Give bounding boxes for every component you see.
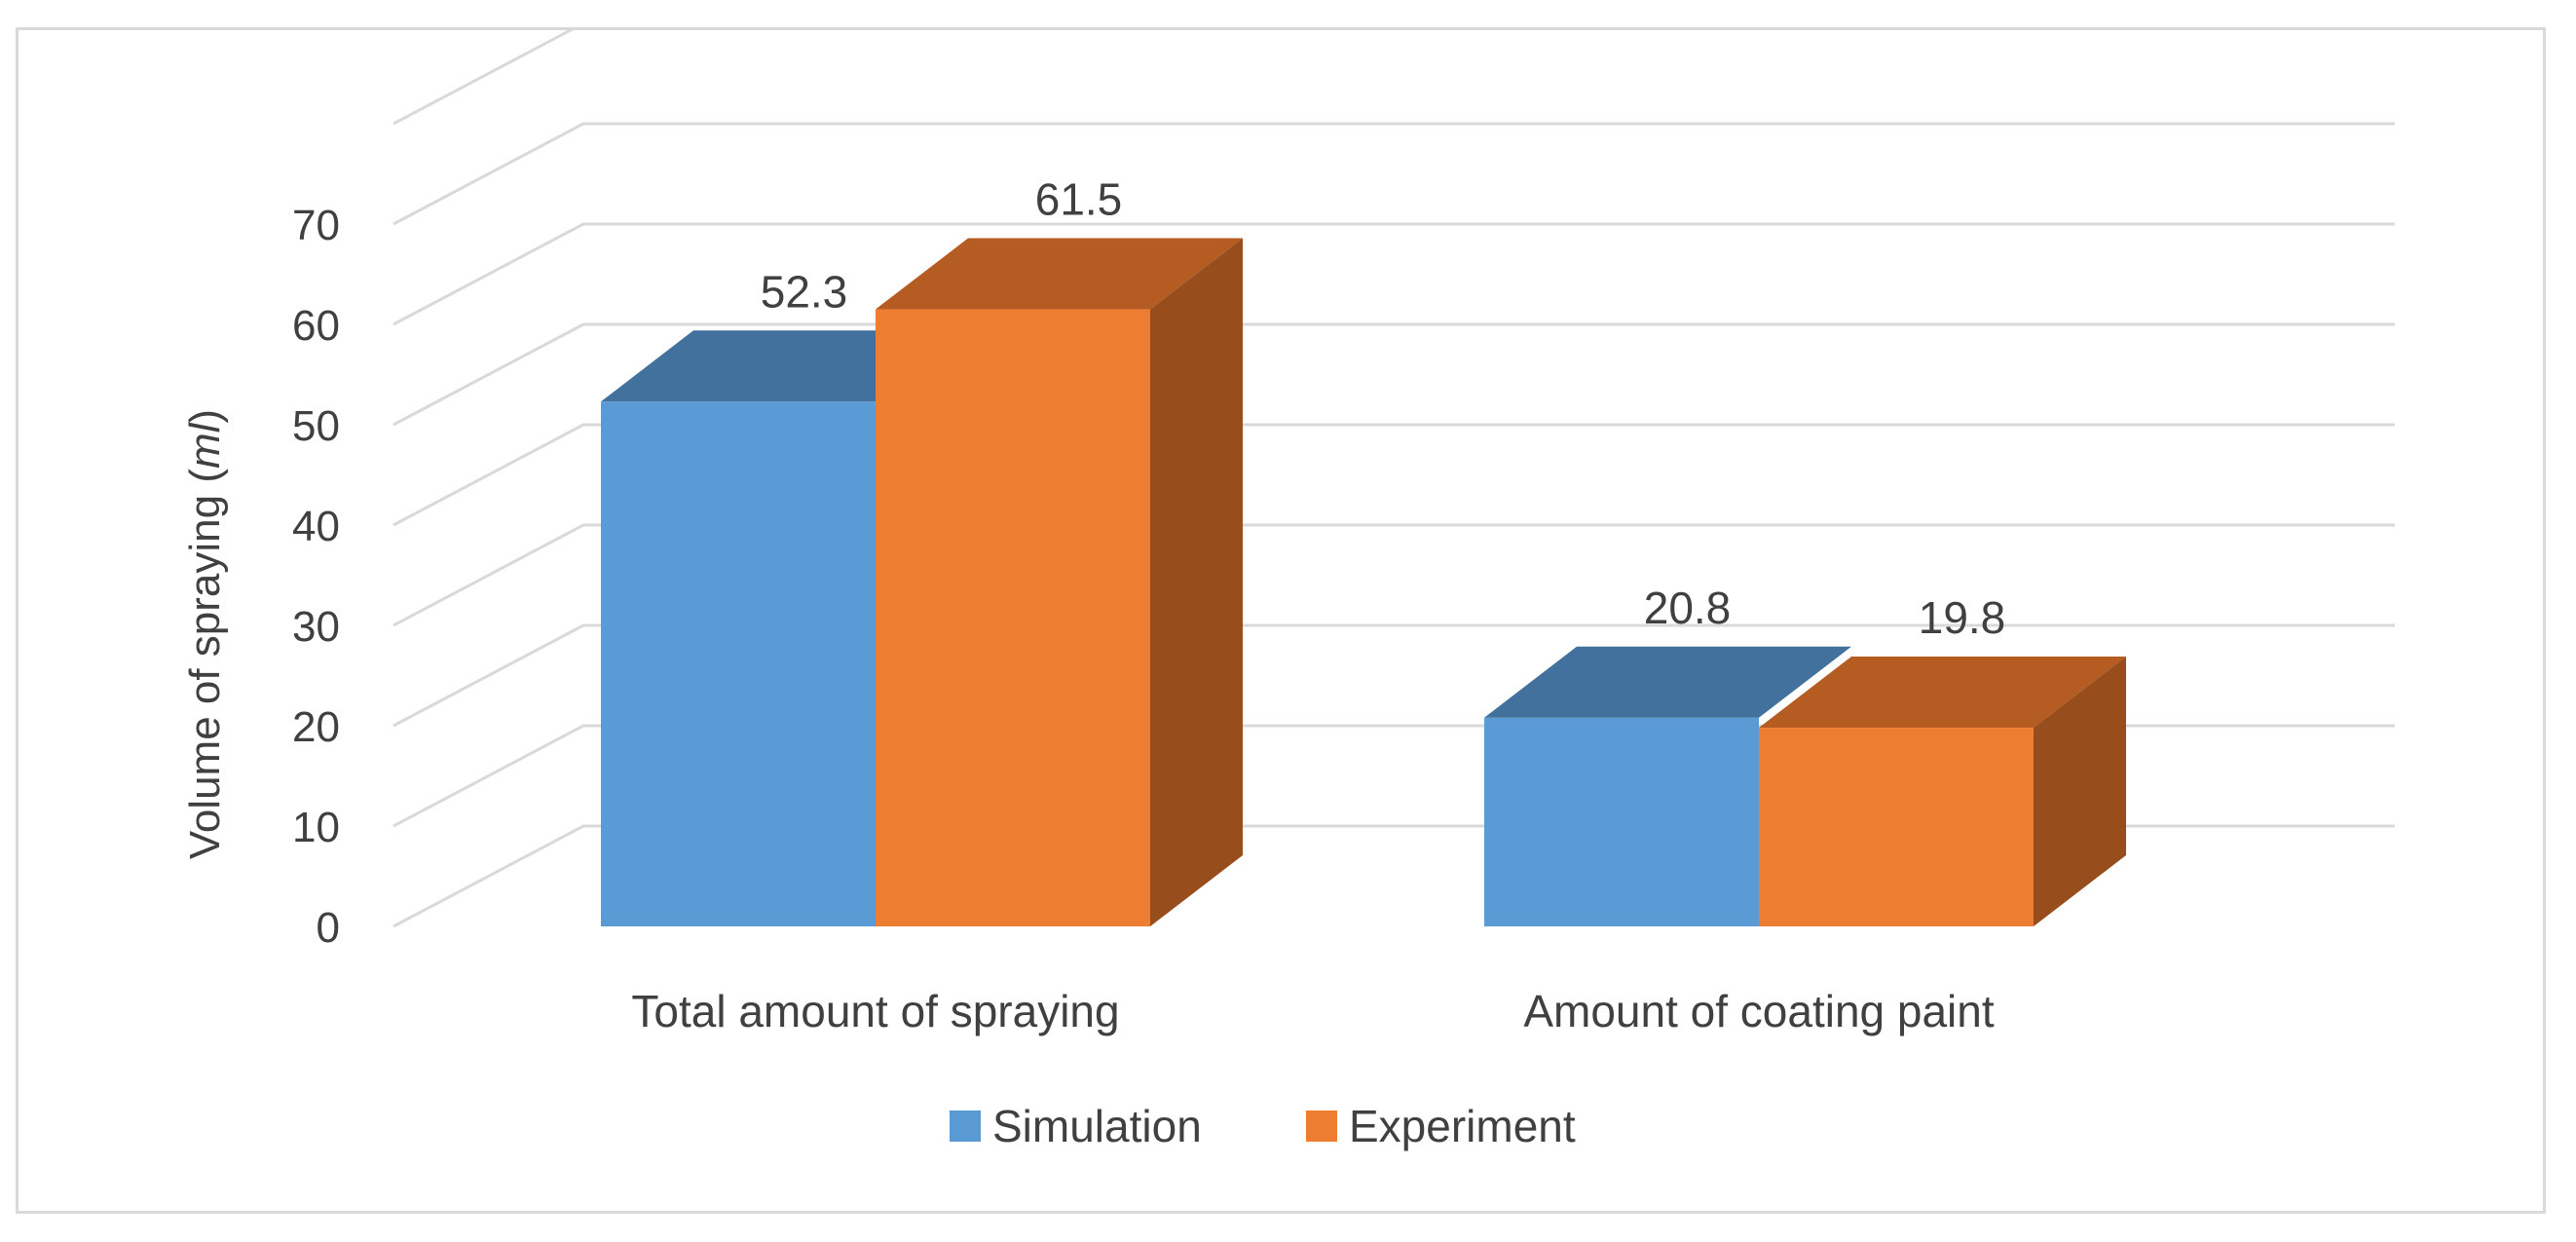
grid-layer — [392, 30, 2395, 928]
data-label-simulation-1: 52.3 — [761, 266, 848, 317]
y-tick-label: 30 — [292, 603, 340, 651]
y-tick-label: 70 — [292, 202, 340, 249]
legend: Simulation Experiment — [950, 1101, 1576, 1151]
gridline — [392, 222, 2395, 326]
bar-experiment-1-side — [1150, 238, 1243, 927]
y-tick-label: 50 — [292, 402, 340, 450]
bar-simulation-1-front — [601, 401, 876, 926]
bar-simulation-2 — [1484, 646, 1851, 926]
bar-experiment-2 — [1759, 657, 2126, 926]
y-tick-label: 0 — [317, 904, 340, 952]
category-label-2: Amount of coating paint — [1523, 986, 1995, 1036]
chart-svg: 0 10 20 30 40 50 60 70 52.3 61.5 20.8 19.8 Total a… — [181, 30, 2395, 1151]
y-axis-title: Volume of spraying (ml) — [181, 409, 229, 859]
legend-label-experiment: Experiment — [1349, 1101, 1576, 1151]
gridline — [392, 322, 2395, 427]
bar-experiment-2-front — [1759, 728, 2034, 926]
category-label-1: Total amount of spraying — [631, 986, 1119, 1036]
bar-experiment-2-top — [1759, 657, 2126, 729]
y-tick-label: 60 — [292, 302, 340, 350]
category-labels: Total amount of spraying Amount of coatin… — [631, 986, 1994, 1036]
bar-experiment-1 — [876, 238, 1243, 927]
data-label-experiment-1: 61.5 — [1035, 174, 1123, 225]
gridline — [392, 623, 2395, 728]
gridline — [392, 523, 2395, 627]
gridline — [392, 423, 2395, 527]
gridline — [392, 122, 2395, 226]
legend-swatch-experiment — [1306, 1110, 1337, 1142]
legend-swatch-simulation — [950, 1110, 981, 1142]
chart-frame: 0 10 20 30 40 50 60 70 52.3 61.5 20.8 19.8 Total a… — [16, 27, 2546, 1214]
bar-experiment-1-front — [876, 309, 1150, 926]
y-tick-labels: 0 10 20 30 40 50 60 70 — [292, 202, 340, 952]
legend-label-simulation: Simulation — [992, 1101, 1202, 1151]
data-labels: 52.3 61.5 20.8 19.8 — [761, 174, 2006, 644]
bar-simulation-2-front — [1484, 717, 1759, 926]
y-tick-label: 40 — [292, 503, 340, 550]
data-label-simulation-2: 20.8 — [1644, 583, 1732, 633]
y-axis-title-unit: ml — [181, 422, 229, 469]
y-axis-title-suffix: ) — [181, 409, 229, 424]
bar-simulation-2-top — [1484, 646, 1851, 718]
y-axis-title-prefix: Volume of spraying ( — [181, 469, 229, 859]
y-tick-label: 20 — [292, 703, 340, 751]
bar-experiment-2-side — [2034, 657, 2126, 926]
bar-experiment-1-top — [876, 238, 1243, 310]
data-label-experiment-2: 19.8 — [1919, 592, 2006, 643]
gridline — [392, 30, 574, 126]
bars — [601, 238, 2126, 927]
y-tick-label: 10 — [292, 804, 340, 851]
